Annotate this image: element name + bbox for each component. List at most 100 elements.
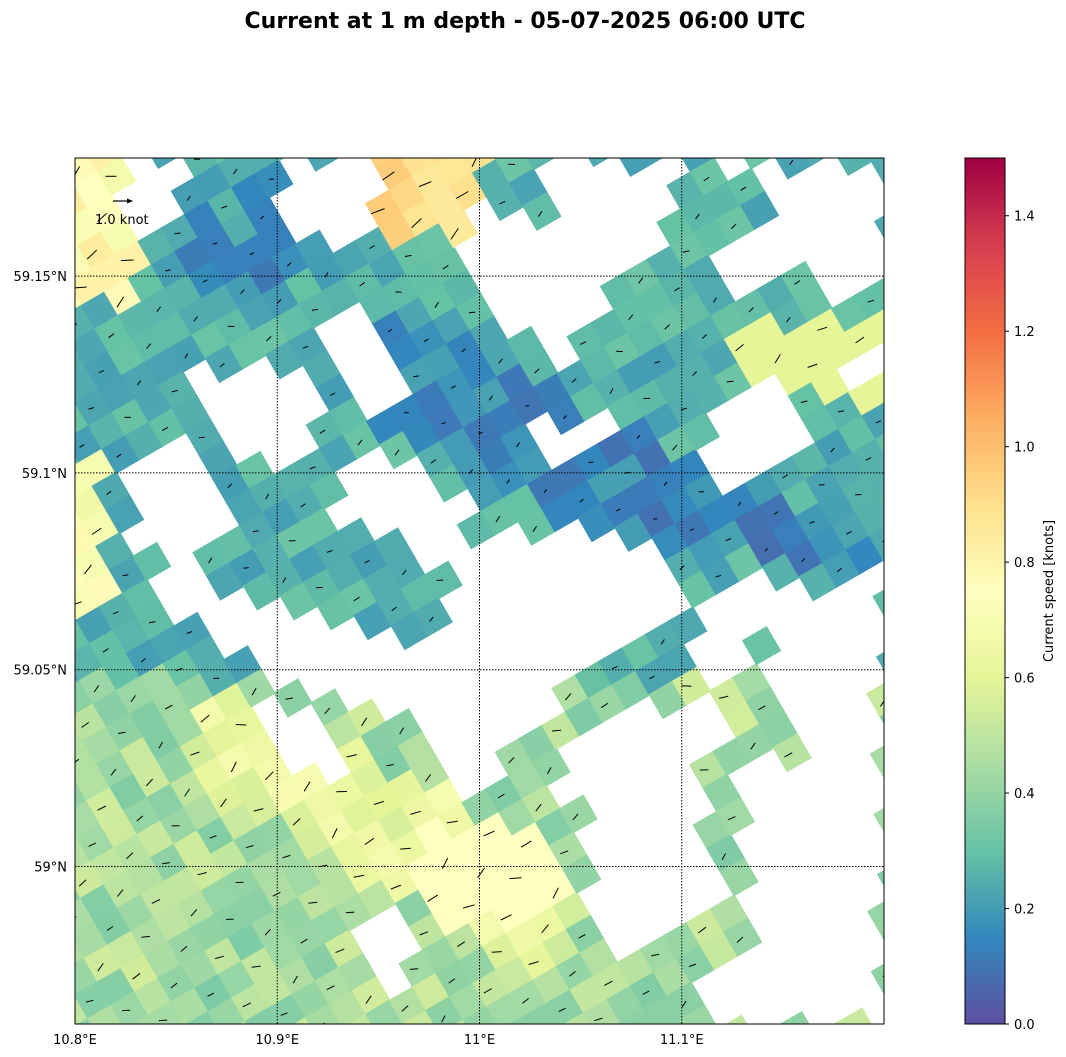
current-arrow <box>130 695 136 703</box>
current-arrow <box>365 995 372 1004</box>
current-arrow <box>274 1050 278 1056</box>
speed-cell <box>893 726 932 765</box>
current-arrow <box>300 938 308 944</box>
speed-cell <box>851 1031 890 1057</box>
current-arrow <box>370 208 385 215</box>
speed-cell <box>668 606 708 646</box>
colorbar-gradient <box>964 157 1006 1025</box>
current-arrow <box>434 301 439 308</box>
current-arrow <box>740 186 747 191</box>
current-arrow <box>219 363 225 368</box>
current-arrow <box>731 223 737 229</box>
current-arrow <box>335 948 345 954</box>
current-arrow <box>49 555 54 564</box>
current-arrow <box>174 232 181 235</box>
current-arrow <box>193 316 198 322</box>
speed-cell <box>881 340 884 347</box>
gridlines <box>75 158 884 1024</box>
speed-cell <box>75 993 77 997</box>
current-arrow <box>253 808 264 812</box>
speed-cell <box>837 1007 872 1024</box>
speed-cell <box>855 498 884 538</box>
current-arrow <box>695 213 700 220</box>
current-arrow <box>110 768 117 776</box>
speed-cell <box>885 981 924 1020</box>
current-arrow <box>782 474 788 479</box>
current-arrow <box>681 685 692 687</box>
speed-cell <box>879 714 884 725</box>
x-axis: 10.8°E 10.9°E 11°E 11.1°E <box>53 1033 703 1048</box>
current-arrow <box>78 130 90 133</box>
current-arrow <box>272 891 281 897</box>
x-tick-label: 11°E <box>464 1033 495 1048</box>
current-arrow <box>886 384 891 393</box>
current-arrow <box>680 407 687 411</box>
current-arrow <box>801 558 806 562</box>
current-arrow <box>308 901 318 904</box>
current-arrow <box>251 687 257 696</box>
current-arrow <box>112 611 119 615</box>
current-arrow <box>311 308 319 311</box>
speed-cell <box>867 308 884 344</box>
current-arrow <box>450 385 456 389</box>
current-arrow <box>108 333 115 339</box>
speed-cell <box>385 116 424 155</box>
speed-cell <box>881 110 920 149</box>
current-arrow <box>116 453 122 458</box>
current-arrow <box>537 211 543 217</box>
current-arrow <box>703 176 710 182</box>
current-arrow <box>498 358 503 364</box>
current-arrow <box>190 909 198 917</box>
current-arrow <box>409 968 419 970</box>
current-arrow <box>457 941 466 948</box>
speed-cell <box>890 666 929 705</box>
current-arrow <box>721 853 727 861</box>
current-arrow <box>764 548 769 552</box>
current-arrow <box>441 1015 446 1023</box>
current-arrow <box>750 150 756 153</box>
current-arrow <box>713 297 717 303</box>
current-arrow <box>674 287 680 292</box>
current-arrow <box>251 965 261 968</box>
current-arrow <box>807 363 818 368</box>
speed-cell <box>861 402 884 441</box>
speed-cell <box>741 625 782 666</box>
chart-title: Current at 1 m depth - 05-07-2025 06:00 … <box>245 9 806 34</box>
current-arrow <box>556 138 562 139</box>
current-arrow <box>324 707 331 715</box>
current-arrow <box>509 877 522 880</box>
current-arrow <box>534 368 540 374</box>
speed-cell <box>33 693 72 732</box>
current-arrow <box>834 133 840 134</box>
current-arrow <box>40 1027 47 1033</box>
current-arrow <box>758 705 766 711</box>
speed-cell <box>868 527 884 562</box>
current-arrow <box>446 820 458 824</box>
current-arrow <box>331 828 338 839</box>
current-arrow <box>468 469 474 474</box>
current-arrow <box>750 742 756 750</box>
speed-cell <box>27 198 66 237</box>
current-arrow <box>242 1002 252 1008</box>
current-arrow <box>428 145 442 148</box>
speed-cell <box>872 589 884 617</box>
current-arrow <box>136 815 144 822</box>
current-arrow <box>838 410 845 413</box>
speed-cell <box>319 1027 358 1057</box>
current-arrow <box>198 436 205 439</box>
current-arrow <box>563 415 567 420</box>
current-arrow <box>79 443 85 448</box>
quiver-key: 1.0 knot <box>95 198 149 228</box>
current-arrow <box>865 457 872 461</box>
current-arrow <box>91 527 102 535</box>
quiver-key-label: 1.0 knot <box>95 213 149 228</box>
speed-cell <box>893 509 932 548</box>
current-arrow <box>292 975 298 984</box>
current-arrow <box>75 286 87 289</box>
current-arrow <box>243 567 249 569</box>
current-arrow <box>402 569 407 576</box>
current-arrow <box>158 741 163 749</box>
current-arrow <box>903 903 911 907</box>
current-arrow <box>441 422 446 425</box>
current-arrow <box>410 810 421 815</box>
